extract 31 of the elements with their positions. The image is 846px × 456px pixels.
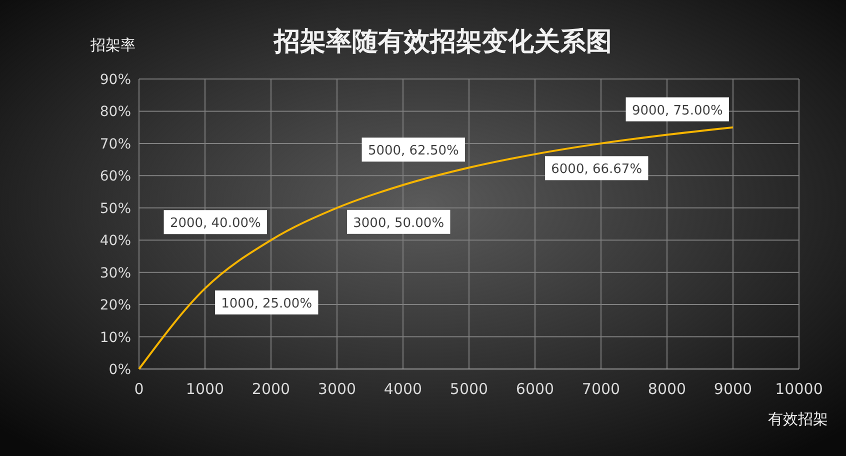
y-tick-label: 30% bbox=[100, 265, 131, 282]
x-tick-label: 0 bbox=[134, 380, 144, 398]
y-tick-label: 70% bbox=[100, 136, 131, 152]
y-tick-label: 60% bbox=[100, 168, 131, 185]
y-tick-label: 10% bbox=[100, 330, 131, 346]
x-tick-label: 8000 bbox=[648, 380, 686, 398]
x-tick-label: 6000 bbox=[516, 380, 554, 398]
data-label: 1000, 25.00% bbox=[221, 296, 312, 312]
x-tick-label: 1000 bbox=[186, 380, 224, 398]
x-tick-label: 7000 bbox=[582, 380, 620, 398]
x-tick-label: 5000 bbox=[450, 380, 488, 398]
data-label: 5000, 62.50% bbox=[368, 144, 459, 159]
y-tick-label: 50% bbox=[100, 200, 131, 217]
line-series bbox=[138, 126, 734, 370]
y-tick-label: 80% bbox=[100, 104, 131, 120]
y-tick-label: 90% bbox=[100, 72, 131, 88]
y-tick-label: 0% bbox=[108, 362, 131, 378]
data-label: 6000, 66.67% bbox=[551, 162, 642, 178]
x-tick-label: 2000 bbox=[252, 380, 290, 398]
y-axis-title: 招架率 bbox=[90, 36, 136, 54]
y-tick-label: 20% bbox=[100, 298, 131, 314]
x-axis-title: 有效招架 bbox=[768, 410, 828, 428]
data-label: 2000, 40.00% bbox=[170, 216, 261, 232]
x-tick-label: 3000 bbox=[318, 380, 356, 398]
chart-title: 招架率随有效招架变化关系图 bbox=[273, 27, 612, 57]
x-tick-label: 4000 bbox=[384, 380, 422, 398]
x-tick-label: 10000 bbox=[775, 380, 823, 398]
data-label: 3000, 50.00% bbox=[353, 216, 444, 231]
data-label: 9000, 75.00% bbox=[632, 103, 723, 118]
y-tick-label: 40% bbox=[100, 233, 131, 250]
x-tick-label: 9000 bbox=[714, 380, 752, 398]
